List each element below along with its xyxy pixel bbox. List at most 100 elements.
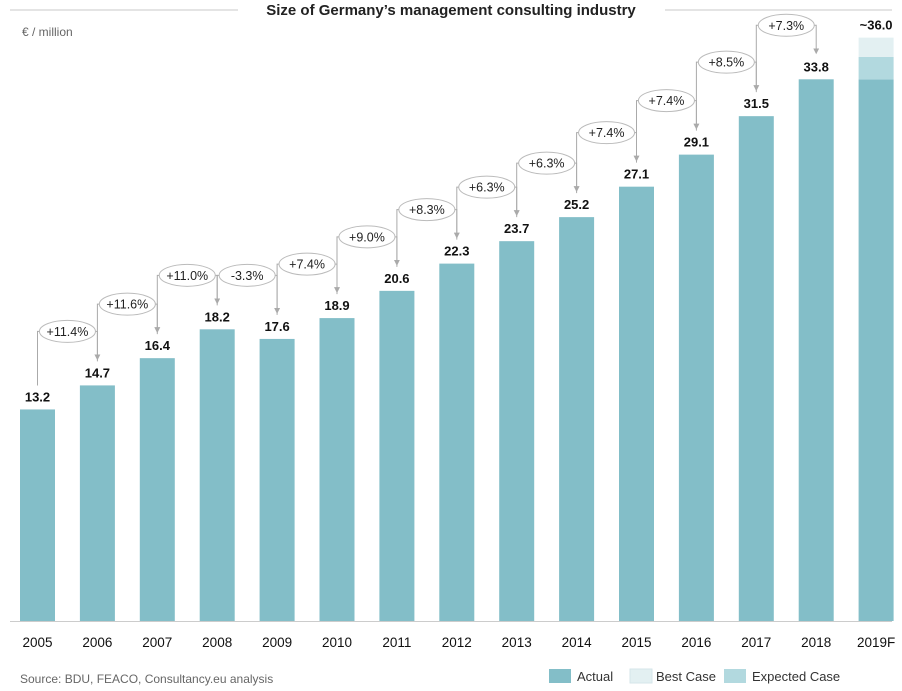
x-label-2011: 2011 [382, 635, 411, 650]
value-label-2007: 16.4 [145, 338, 171, 353]
value-label-2010: 18.9 [324, 298, 349, 313]
growth-bubble [158, 263, 216, 287]
value-label-2009: 17.6 [264, 319, 289, 334]
growth-bubble [278, 252, 336, 276]
source-note: Source: BDU, FEACO, Consultancy.eu analy… [20, 672, 273, 686]
growth-label: +8.5% [708, 56, 744, 70]
growth-annotation-2009: -3.3% [216, 263, 281, 314]
growth-bubble [218, 263, 276, 287]
bar-2005 [20, 409, 55, 621]
bar-2010 [319, 318, 355, 621]
growth-bubble [98, 292, 156, 316]
growth-bubble [637, 89, 695, 113]
growth-label: +8.3% [409, 203, 445, 217]
growth-annotation-2013: +6.3% [456, 175, 520, 240]
growth-annotation-2015: +7.4% [576, 121, 640, 194]
bar-2009 [259, 338, 295, 621]
bar-2013 [499, 241, 535, 621]
x-label-2012: 2012 [442, 635, 472, 650]
growth-label: +7.4% [589, 126, 625, 140]
x-label-2015: 2015 [621, 635, 651, 650]
growth-bubble [697, 50, 755, 74]
growth-annotation-2010: +7.4% [276, 252, 340, 315]
x-label-2014: 2014 [562, 635, 593, 650]
value-label-2015: 27.1 [624, 167, 649, 182]
growth-bubble [338, 225, 396, 249]
growth-bubble [578, 121, 636, 145]
bars-group [20, 37, 894, 622]
value-label-2017: 31.5 [744, 96, 769, 111]
x-label-2013: 2013 [502, 635, 532, 650]
x-label-2018: 2018 [801, 635, 831, 650]
value-labels-group: 13.2 14.7 16.4 18.2 17.6 18.9 20.6 22.3 23.7 25.2… [25, 18, 893, 405]
legend: Actual Best Case Expected Case [549, 668, 840, 684]
legend-label-expected-case: Expected Case [752, 669, 840, 684]
x-label-2006: 2006 [82, 635, 112, 650]
growth-label: +6.3% [469, 181, 505, 195]
growth-annotation-2016: +7.4% [636, 89, 700, 163]
growth-annotation-2017: +8.5% [695, 50, 760, 131]
value-label-2018: 33.8 [804, 59, 829, 74]
growth-annotation-2012: +8.3% [396, 198, 460, 267]
value-label-2014: 25.2 [564, 197, 589, 212]
x-label-2010: 2010 [322, 635, 352, 650]
value-label-2013: 23.7 [504, 221, 529, 236]
x-axis-labels-group: 2005 2006 2007 2008 2009 2010 2011 2012 2013 2014… [22, 635, 895, 650]
legend-swatch-expected-case [724, 669, 746, 683]
bar-2015 [619, 186, 654, 621]
bar-2017 [738, 116, 774, 621]
x-label-2016: 2016 [681, 635, 711, 650]
growth-label: +7.4% [289, 258, 325, 272]
bar-2019F-expected-case [858, 56, 894, 80]
growth-annotation-2014: +6.3% [516, 151, 580, 218]
x-label-2007: 2007 [142, 635, 172, 650]
bar-2008 [199, 329, 235, 621]
legend-swatch-actual [549, 669, 571, 683]
growth-annotation-2011: +9.0% [336, 225, 400, 295]
value-label-2011: 20.6 [384, 271, 409, 286]
value-label-2006: 14.7 [85, 365, 110, 380]
value-label-2005: 13.2 [25, 389, 50, 404]
growth-label: +11.4% [47, 325, 89, 339]
bar-2018 [798, 79, 834, 622]
growth-annotation-2008: +11.0% [156, 263, 221, 335]
bar-2019F [858, 79, 894, 622]
growth-label: -3.3% [231, 269, 264, 283]
bar-2006 [79, 385, 115, 621]
value-label-2016: 29.1 [684, 135, 709, 150]
growth-label: +11.0% [166, 269, 208, 283]
x-label-2009: 2009 [262, 635, 292, 650]
legend-label-actual: Actual [577, 669, 613, 684]
x-label-2019F: 2019F [857, 635, 895, 650]
value-label-2019F: ~36.0 [860, 18, 893, 33]
bar-2012 [439, 263, 475, 621]
legend-swatch-best-case [629, 668, 653, 684]
bar-2011 [379, 290, 415, 621]
growth-annotation-2018: +7.3% [755, 13, 820, 93]
bar-2014 [559, 217, 595, 622]
growth-label: +6.3% [529, 157, 565, 171]
growth-annotations-group: +11.4% +11.6% +11.0% -3.3% +7.4% +9.0% +8.3% +6… [37, 13, 820, 386]
x-label-2005: 2005 [22, 635, 52, 650]
growth-bubble [398, 198, 456, 222]
bar-2019F-best-case [858, 37, 894, 57]
growth-bubble [38, 319, 96, 343]
value-label-2012: 22.3 [444, 244, 469, 259]
x-label-2008: 2008 [202, 635, 232, 650]
bar-2007 [139, 358, 175, 621]
x-label-2017: 2017 [741, 635, 771, 650]
growth-label: +11.6% [106, 298, 148, 312]
growth-annotation-2006: +11.4% [37, 319, 101, 386]
legend-label-best-case: Best Case [656, 669, 716, 684]
unit-label: € / million [22, 25, 73, 39]
growth-label: +9.0% [349, 230, 385, 244]
growth-bubble [458, 175, 516, 199]
chart-title: Size of Germany’s management consulting … [266, 2, 636, 19]
growth-annotation-2007: +11.6% [96, 292, 161, 362]
value-label-2008: 18.2 [205, 309, 230, 324]
growth-bubble [757, 13, 815, 37]
growth-label: +7.4% [649, 94, 685, 108]
growth-label: +7.3% [768, 19, 804, 33]
growth-bubble [518, 151, 576, 175]
